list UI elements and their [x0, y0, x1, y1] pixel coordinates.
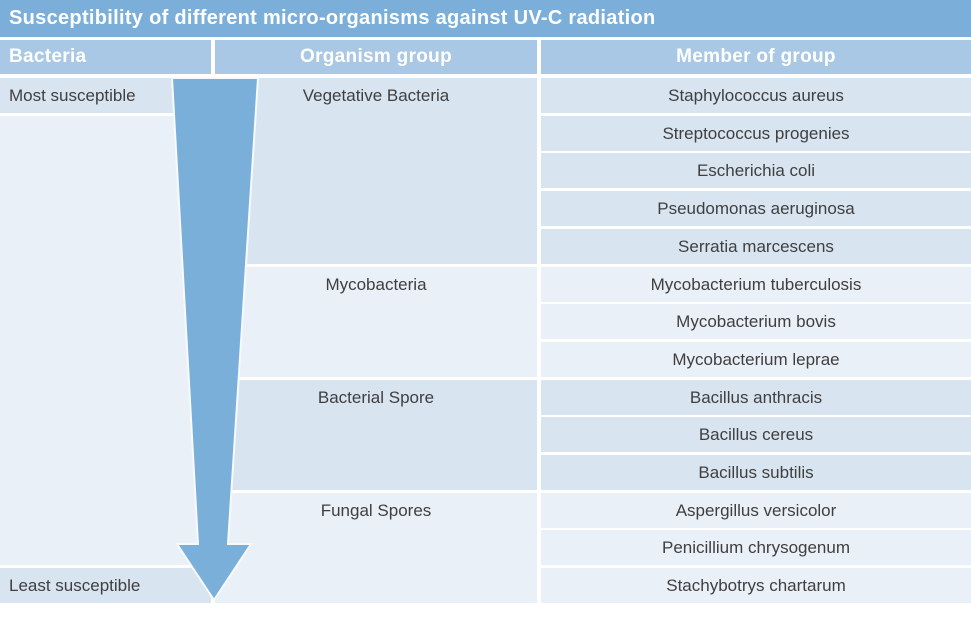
member-cell: Aspergillus versicolor — [541, 493, 971, 528]
member-cell: Serratia marcescens — [541, 229, 971, 264]
most-susceptible-label: Most susceptible — [0, 78, 211, 113]
member-cell: Staphylococcus aureus — [541, 78, 971, 113]
member-cell: Mycobacterium bovis — [541, 304, 971, 339]
member-cell: Streptococcus progenies — [541, 116, 971, 151]
member-cell: Mycobacterium leprae — [541, 342, 971, 377]
member-cell: Bacillus subtilis — [541, 455, 971, 490]
member-cell: Stachybotrys chartarum — [541, 568, 971, 603]
member-cell: Pseudomonas aeruginosa — [541, 191, 971, 226]
group-cell-vegetative-bacteria: Vegetative Bacteria — [215, 78, 537, 264]
column-header-organism-group: Organism group — [215, 40, 537, 74]
member-cell: Escherichia coli — [541, 153, 971, 188]
column-header-bacteria: Bacteria — [0, 40, 211, 74]
member-cell: Bacillus anthracis — [541, 380, 971, 415]
member-cell: Penicillium chrysogenum — [541, 530, 971, 565]
member-cell: Mycobacterium tuberculosis — [541, 267, 971, 302]
group-cell-mycobacteria: Mycobacteria — [215, 267, 537, 377]
group-cell-bacterial-spore: Bacterial Spore — [215, 380, 537, 490]
table-title: Susceptibility of different micro-organi… — [9, 7, 656, 29]
table-title-bar: Susceptibility of different micro-organi… — [0, 0, 971, 37]
bacteria-scale-spacer — [0, 116, 211, 565]
group-cell-fungal-spores: Fungal Spores — [215, 493, 537, 603]
least-susceptible-label: Least susceptible — [0, 568, 211, 603]
member-cell: Bacillus cereus — [541, 417, 971, 452]
column-header-member-of-group: Member of group — [541, 40, 971, 74]
